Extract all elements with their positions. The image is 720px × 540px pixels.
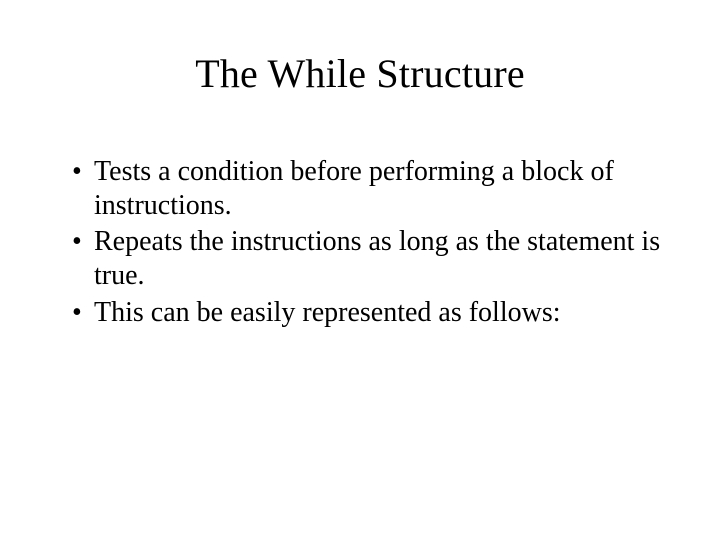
slide-title: The While Structure xyxy=(50,50,670,97)
slide: The While Structure Tests a condition be… xyxy=(0,0,720,540)
list-item: Repeats the instructions as long as the … xyxy=(72,225,670,293)
bullet-list: Tests a condition before performing a bl… xyxy=(50,155,670,330)
list-item: Tests a condition before performing a bl… xyxy=(72,155,670,223)
list-item: This can be easily represented as follow… xyxy=(72,296,670,330)
